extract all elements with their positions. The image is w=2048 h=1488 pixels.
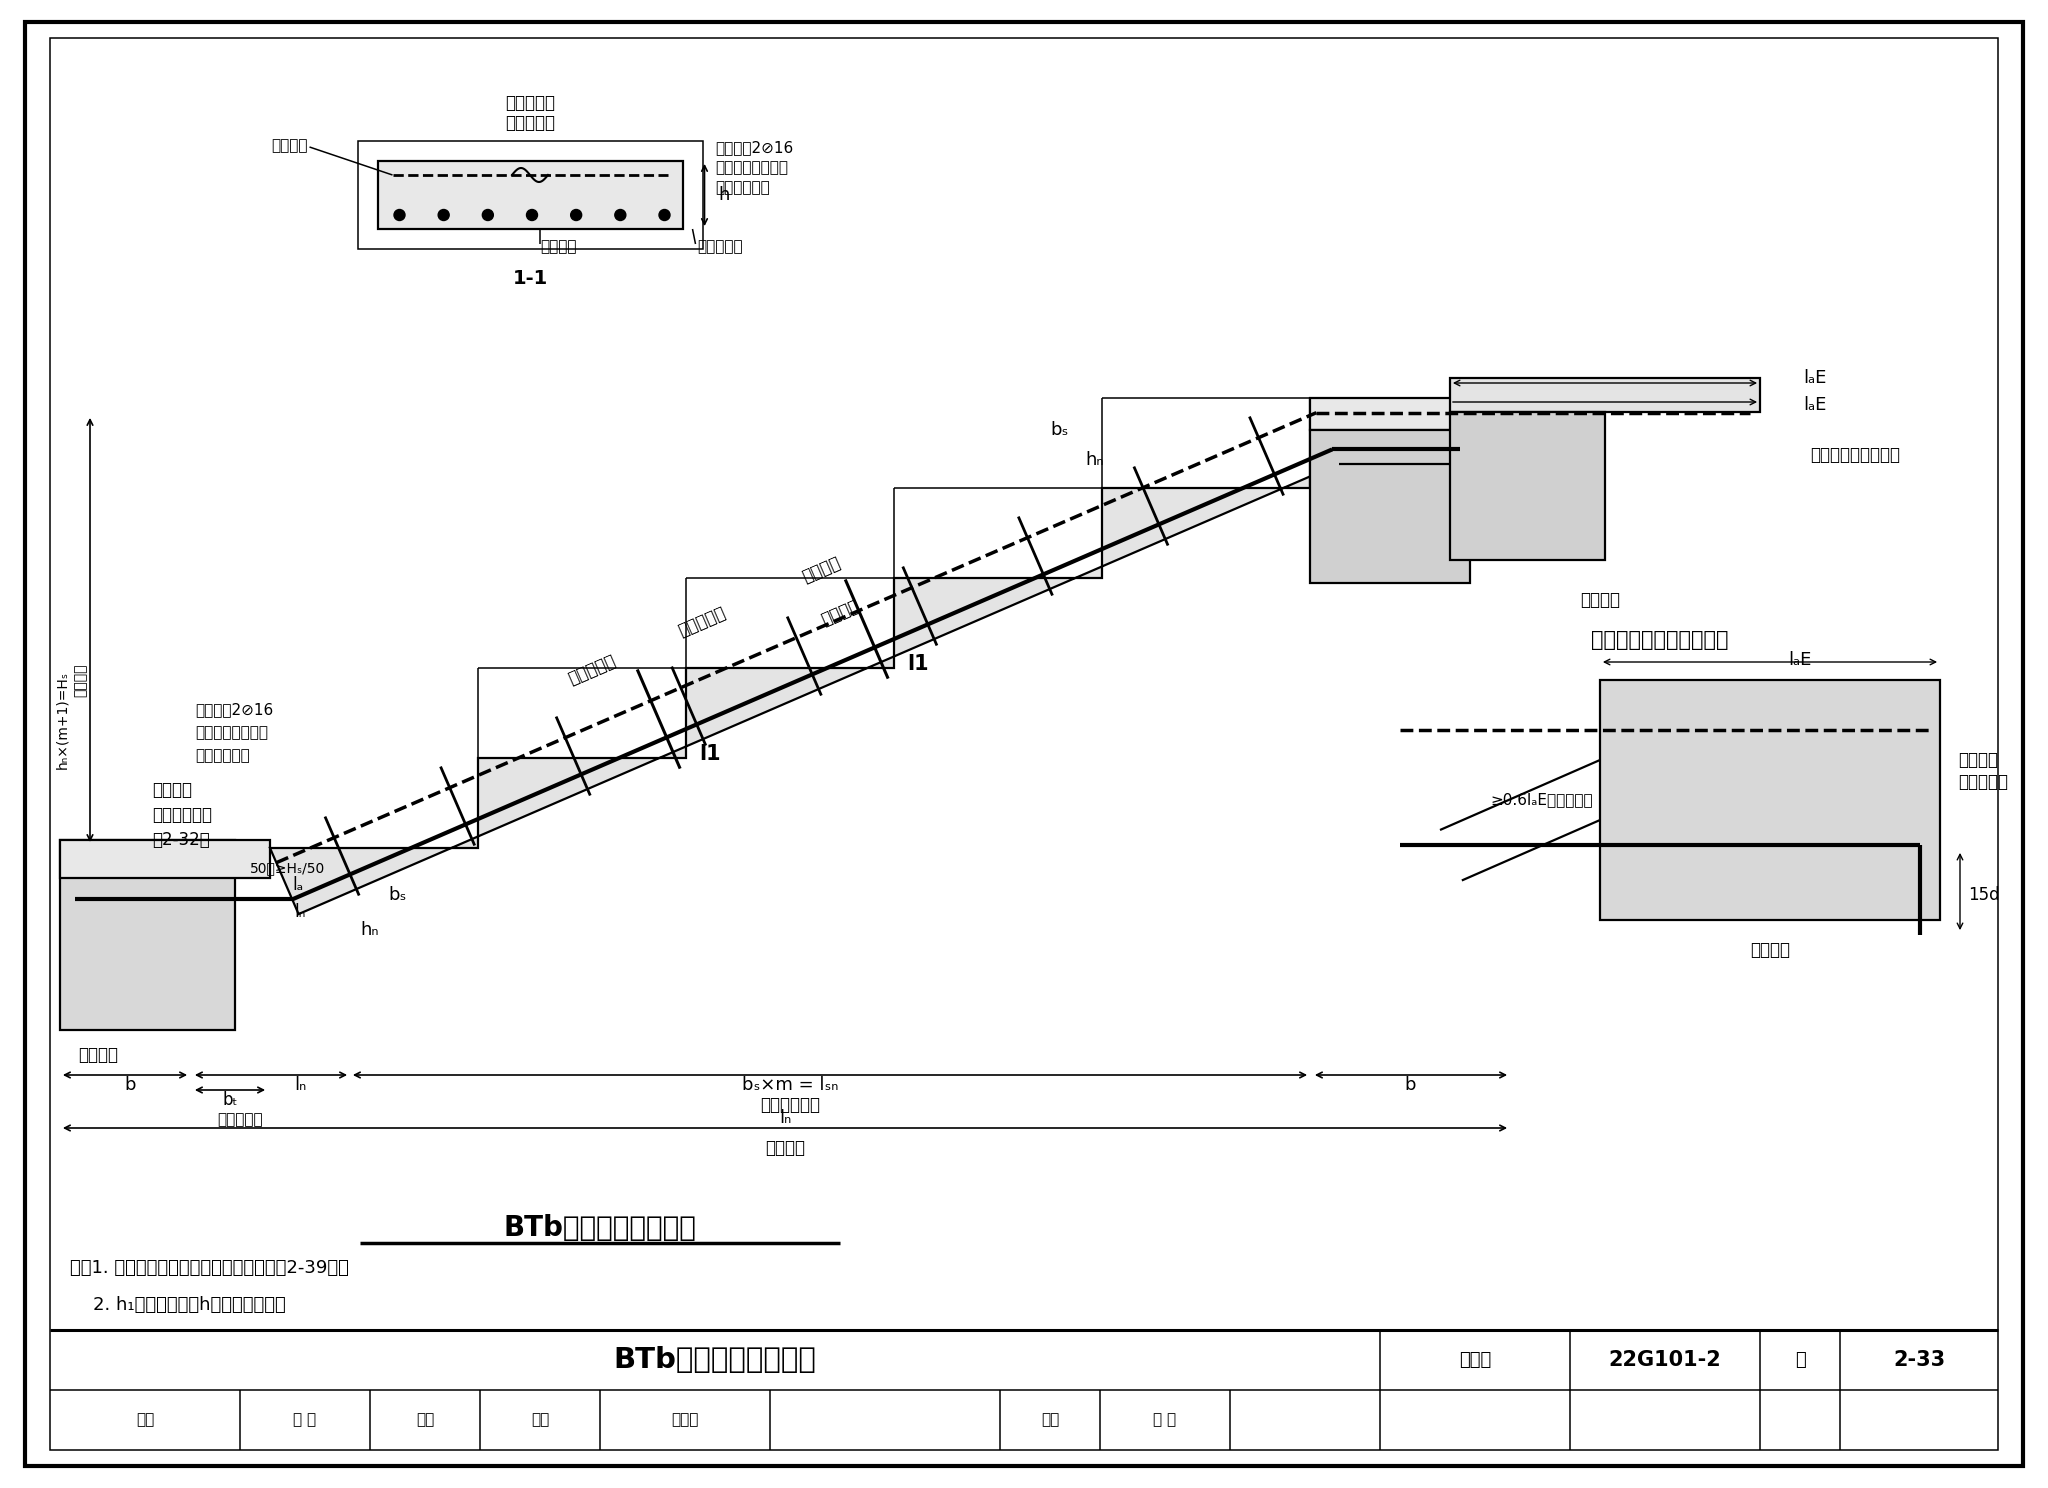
- Text: hₙ: hₙ: [360, 921, 379, 939]
- Text: l1: l1: [698, 744, 721, 763]
- Circle shape: [571, 210, 582, 220]
- Bar: [1311, 397, 1561, 430]
- Text: 梯板跨度: 梯板跨度: [766, 1138, 805, 1158]
- Text: b: b: [1405, 1076, 1415, 1094]
- Text: 低端平板长: 低端平板长: [217, 1113, 262, 1128]
- Text: lₐE: lₐE: [1788, 652, 1812, 670]
- Text: lₙ: lₙ: [778, 1109, 791, 1126]
- Text: h: h: [719, 186, 731, 204]
- Bar: [377, 161, 682, 229]
- Text: 下部纵筋: 下部纵筋: [541, 240, 575, 254]
- Text: bₛ×m = lₛₙ: bₛ×m = lₛₙ: [741, 1076, 838, 1094]
- Text: 梯板分布筋: 梯板分布筋: [676, 604, 729, 640]
- Text: 图集号: 图集号: [1458, 1351, 1491, 1369]
- Text: 梯板分布筋: 梯板分布筋: [698, 240, 743, 254]
- Circle shape: [438, 210, 449, 220]
- Text: 踏步段水平长: 踏步段水平长: [760, 1097, 819, 1115]
- Bar: [59, 841, 236, 1030]
- Text: l1: l1: [907, 653, 930, 674]
- Text: 滑动支座: 滑动支座: [152, 781, 193, 799]
- Circle shape: [483, 210, 494, 220]
- Text: 张 明: 张 明: [293, 1412, 317, 1427]
- Text: BTb型楼梯板配筋构造: BTb型楼梯板配筋构造: [504, 1214, 696, 1242]
- Text: 下部纵筋在梁内锚固节点: 下部纵筋在梁内锚固节点: [1591, 629, 1729, 650]
- Text: hₙ×(m+1)=Hₛ: hₙ×(m+1)=Hₛ: [55, 671, 70, 769]
- Text: bₛ: bₛ: [389, 885, 408, 905]
- Text: 梯板分布筋: 梯板分布筋: [506, 115, 555, 132]
- Circle shape: [659, 210, 670, 220]
- Text: lₐE: lₐE: [1804, 369, 1827, 387]
- Text: 踏步高度: 踏步高度: [74, 664, 86, 696]
- Bar: [1450, 412, 1606, 559]
- Text: 高端梯梁: 高端梯梁: [1579, 591, 1620, 609]
- Text: bₜ: bₜ: [223, 1091, 238, 1109]
- Text: 页: 页: [1794, 1351, 1806, 1369]
- Text: lₐE: lₐE: [1804, 396, 1827, 414]
- Text: 做法见本图集: 做法见本图集: [152, 806, 213, 824]
- Text: 上部纵筋: 上部纵筋: [270, 138, 307, 153]
- Text: 附加纵筋2⊘16: 附加纵筋2⊘16: [195, 702, 272, 717]
- Text: 且不小于梯板纵向: 且不小于梯板纵向: [715, 161, 788, 176]
- Circle shape: [526, 210, 537, 220]
- Bar: [1450, 378, 1759, 412]
- Circle shape: [393, 210, 406, 220]
- Text: 50且≥Hₛ/50: 50且≥Hₛ/50: [250, 862, 326, 875]
- Text: 注：1. 高端、低端踏步高度调整见本图集第2-39页。: 注：1. 高端、低端踏步高度调整见本图集第2-39页。: [70, 1259, 348, 1277]
- Text: 15d: 15d: [1968, 885, 1999, 905]
- Text: 校对: 校对: [530, 1412, 549, 1427]
- Text: 上部纵筋: 上部纵筋: [1958, 751, 1999, 769]
- Text: 受力钢筋直径: 受力钢筋直径: [195, 748, 250, 763]
- Circle shape: [614, 210, 627, 220]
- Text: 高端梯梁: 高端梯梁: [1749, 940, 1790, 958]
- Text: 1-1: 1-1: [512, 269, 547, 289]
- Text: lₙ: lₙ: [295, 903, 305, 921]
- Text: 岱昀: 岱昀: [416, 1412, 434, 1427]
- Bar: [1599, 680, 1939, 920]
- Text: 低端梯梁: 低端梯梁: [78, 1046, 119, 1064]
- Text: bₛ: bₛ: [1051, 421, 1069, 439]
- Bar: [1311, 430, 1470, 583]
- Text: 受力钢筋直径: 受力钢筋直径: [715, 180, 770, 195]
- Text: lₐ: lₐ: [293, 876, 303, 894]
- Text: 且不小于梯板纵向: 且不小于梯板纵向: [195, 726, 268, 741]
- Text: 李 波: 李 波: [1153, 1412, 1176, 1427]
- Text: 审核: 审核: [135, 1412, 154, 1427]
- Text: 2. h₁宜大于或等于h，由设计指定。: 2. h₁宜大于或等于h，由设计指定。: [70, 1296, 287, 1314]
- Text: 上部纵筋: 上部纵筋: [817, 597, 862, 628]
- Text: hₙ: hₙ: [1085, 451, 1104, 469]
- Bar: [59, 841, 270, 878]
- Bar: [358, 141, 702, 248]
- Text: ≥0.6lₐE且伸至梁边: ≥0.6lₐE且伸至梁边: [1491, 793, 1593, 808]
- Text: b: b: [125, 1076, 135, 1094]
- Text: 设计: 设计: [1040, 1412, 1059, 1427]
- Text: 2-33: 2-33: [1892, 1350, 1946, 1370]
- Text: 上部纵筋伸进平台板: 上部纵筋伸进平台板: [1810, 446, 1901, 464]
- Text: 梯板分布筋: 梯板分布筋: [506, 94, 555, 112]
- Text: 下部纵筋: 下部纵筋: [799, 554, 844, 586]
- Text: lₙ: lₙ: [293, 1076, 305, 1094]
- Text: 付国顺: 付国顺: [672, 1412, 698, 1427]
- Polygon shape: [270, 397, 1339, 914]
- Text: BTb型楼梯板配筋构造: BTb型楼梯板配筋构造: [614, 1347, 817, 1373]
- Text: 附加纵筋2⊘16: 附加纵筋2⊘16: [715, 140, 793, 156]
- Text: 伸进平台板: 伸进平台板: [1958, 772, 2007, 792]
- Text: 22G101-2: 22G101-2: [1608, 1350, 1722, 1370]
- Text: 梯板分布筋: 梯板分布筋: [565, 652, 618, 687]
- Text: 第2-32页: 第2-32页: [152, 830, 209, 850]
